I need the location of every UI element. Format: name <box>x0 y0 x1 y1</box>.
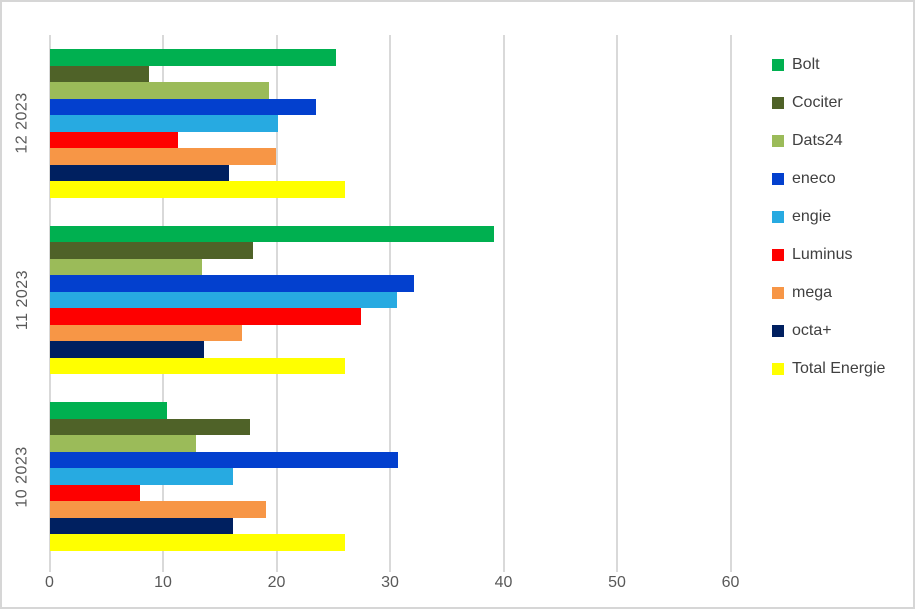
legend-item-dats24: Dats24 <box>772 122 885 160</box>
bar-octa--11-2023 <box>50 341 205 358</box>
bar-octa--12-2023 <box>50 164 230 182</box>
bar-eneco-10-2023 <box>50 451 399 469</box>
bar-mega-12-2023 <box>50 148 276 165</box>
y-category-label: 12 2023 <box>2 35 44 212</box>
legend-item-engie: engie <box>772 198 885 236</box>
legend-swatch-icon <box>772 249 784 261</box>
legend-swatch-icon <box>772 135 784 147</box>
x-tick-label: 60 <box>721 574 740 591</box>
legend-label: eneco <box>792 170 836 187</box>
bar-engie-11-2023 <box>50 291 398 309</box>
legend-swatch-icon <box>772 211 784 223</box>
bar-cociter-10-2023 <box>50 418 250 436</box>
legend-item-bolt: Bolt <box>772 46 885 84</box>
y-category-label: 11 2023 <box>2 212 44 389</box>
y-category-label-text: 10 2023 <box>14 445 31 508</box>
bar-bolt-12-2023 <box>50 49 337 66</box>
legend-label: engie <box>792 208 832 225</box>
legend-label: mega <box>792 284 833 301</box>
legend-swatch-icon <box>772 59 784 71</box>
bar-engie-10-2023 <box>50 468 233 485</box>
y-category-label-text: 12 2023 <box>14 92 31 154</box>
legend-item-total-energie: Total Energie <box>772 350 885 388</box>
bar-bolt-11-2023 <box>50 225 494 243</box>
x-tick-label: 50 <box>608 574 626 591</box>
x-tick-label: 0 <box>45 574 54 591</box>
bar-dats24-10-2023 <box>50 435 197 452</box>
bar-total-energie-10-2023 <box>50 534 346 551</box>
gridline <box>729 35 732 572</box>
legend-item-mega: mega <box>772 274 885 312</box>
bar-engie-12-2023 <box>50 115 279 132</box>
y-category-label: 10 2023 <box>2 388 44 565</box>
legend-label: Luminus <box>792 246 853 263</box>
x-tick-label: 20 <box>267 574 286 591</box>
legend-label: Bolt <box>792 56 820 73</box>
bar-octa--10-2023 <box>50 517 233 535</box>
bar-cociter-11-2023 <box>50 242 254 259</box>
x-tick-label: 40 <box>494 574 513 591</box>
legend-swatch-icon <box>772 287 784 299</box>
bar-luminus-11-2023 <box>50 308 361 325</box>
legend-item-cociter: Cociter <box>772 84 885 122</box>
legend-label: Cociter <box>792 94 843 111</box>
bar-dats24-11-2023 <box>50 258 203 276</box>
legend-item-luminus: Luminus <box>772 236 885 274</box>
bar-mega-10-2023 <box>50 501 266 518</box>
bar-cociter-12-2023 <box>50 65 149 83</box>
bar-luminus-12-2023 <box>50 131 179 149</box>
legend-swatch-icon <box>772 173 784 185</box>
bar-luminus-10-2023 <box>50 484 140 502</box>
legend-swatch-icon <box>772 97 784 109</box>
legend-item-eneco: eneco <box>772 160 885 198</box>
gridline <box>502 35 505 572</box>
bar-mega-11-2023 <box>50 324 242 342</box>
x-tick-label: 10 <box>154 574 172 591</box>
bar-dats24-12-2023 <box>50 82 270 99</box>
legend-swatch-icon <box>772 325 784 337</box>
bar-total-energie-12-2023 <box>50 181 346 198</box>
legend-label: Total Energie <box>792 360 886 377</box>
legend-item-octa-: octa+ <box>772 312 885 350</box>
gridline <box>48 35 51 572</box>
bar-total-energie-11-2023 <box>50 357 346 375</box>
gridline <box>616 35 618 572</box>
y-category-label-text: 11 2023 <box>14 269 31 331</box>
bar-eneco-12-2023 <box>50 98 316 116</box>
legend-swatch-icon <box>772 363 784 375</box>
legend: Bolt Cociter Dats24 eneco engie Luminus mega oc… <box>772 46 885 388</box>
legend-label: octa+ <box>792 322 832 339</box>
legend-label: Dats24 <box>792 132 843 149</box>
bar-eneco-11-2023 <box>50 275 415 292</box>
bar-bolt-10-2023 <box>50 402 167 419</box>
x-tick-label: 30 <box>381 574 399 591</box>
